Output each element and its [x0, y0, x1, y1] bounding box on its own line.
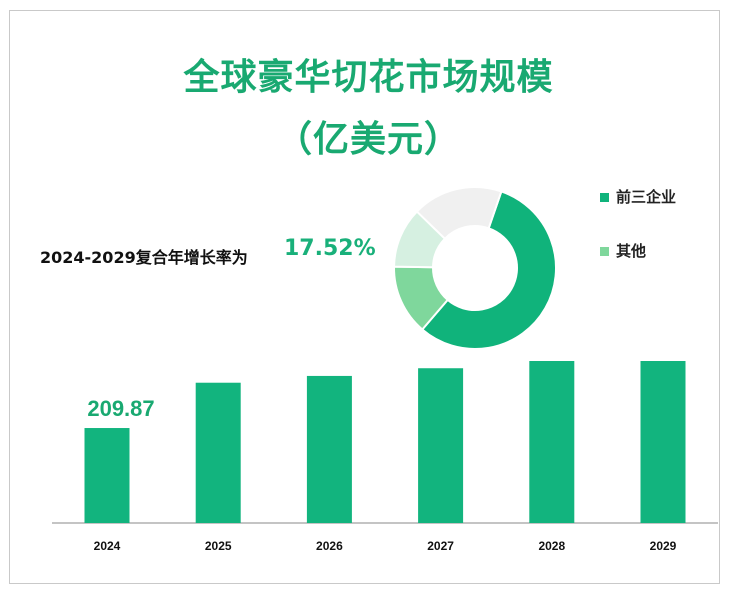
x-tick-label-2029: 2029: [650, 539, 677, 553]
cagr-label: 2024-2029复合年增长率为: [40, 248, 248, 267]
donut-slice-4: [415, 186, 503, 241]
bar-2028: [529, 361, 575, 523]
bar-2025: [195, 382, 241, 523]
bar-2029: [640, 361, 686, 523]
bar-2027: [418, 368, 464, 523]
x-tick-label-2026: 2026: [316, 539, 343, 553]
x-tick-label-2028: 2028: [538, 539, 565, 553]
x-tick-label-2024: 2024: [94, 539, 121, 553]
legend-item-other: 其他: [600, 240, 646, 261]
legend-item-top3: 前三企业: [600, 186, 676, 207]
data-label-2024: 209.87: [87, 396, 154, 421]
bar-2026: [306, 375, 352, 523]
x-tick-label-2027: 2027: [427, 539, 454, 553]
legend-swatch-other: [600, 247, 609, 256]
donut-slice-1: [420, 190, 557, 350]
cagr-value: 17.52%: [284, 236, 376, 261]
x-tick-label-2025: 2025: [205, 539, 232, 553]
legend-label-top3: 前三企业: [616, 188, 677, 206]
chart-title: 全球豪华切花市场规模: [183, 57, 554, 98]
legend-label-other: 其他: [616, 242, 647, 260]
bar-2024: [84, 428, 130, 523]
chart-subtitle-unit: （亿美元）: [275, 119, 461, 160]
legend-swatch-top3: [600, 193, 609, 202]
